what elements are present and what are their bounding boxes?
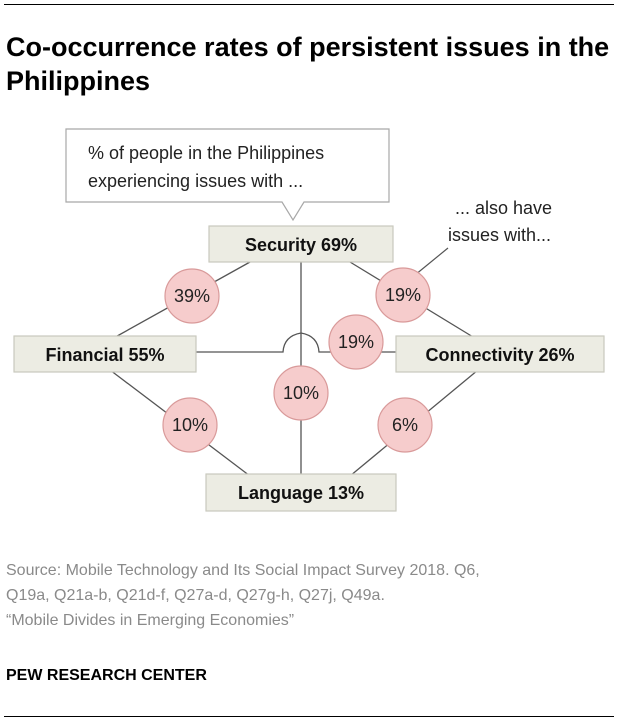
node-language: Language 13% (205, 473, 397, 512)
source-note: Source: Mobile Technology and Its Social… (6, 558, 606, 633)
node-financial: Financial 55% (13, 335, 197, 373)
bubble-security-connectivity: 19% (375, 267, 431, 323)
also-note-line-1: ... also have (455, 198, 552, 218)
node-language-label: Language 13% (238, 483, 364, 503)
node-connectivity: Connectivity 26% (395, 335, 605, 373)
line-financial-connectivity (196, 332, 396, 353)
source-line-2: Q19a, Q21a-b, Q21d-f, Q27a-d, Q27g-h, Q2… (6, 587, 385, 604)
bubble-connectivity-language: 6% (377, 397, 433, 453)
node-connectivity-label: Connectivity 26% (425, 345, 574, 365)
also-note: ... also have issues with... (414, 198, 552, 276)
brand-label: PEW RESEARCH CENTER (6, 667, 207, 684)
callout-box (65, 128, 390, 222)
node-financial-label: Financial 55% (45, 345, 164, 365)
bubble-financial-language: 10% (162, 397, 218, 453)
bubble-financial-connectivity: 19% (328, 314, 384, 370)
bubble-security-connectivity-label: 19% (385, 285, 421, 305)
bubble-security-financial: 39% (164, 268, 220, 324)
bubble-financial-connectivity-label: 19% (338, 332, 374, 352)
bubble-security-language: 10% (273, 365, 329, 421)
chart-title: Co-occurrence rates of persistent issues… (6, 32, 610, 96)
also-note-pointer (414, 247, 449, 276)
bubble-security-financial-label: 39% (174, 286, 210, 306)
node-security-label: Security 69% (245, 235, 357, 255)
co-occurrence-diagram: % of people in the Philippines experienc… (13, 128, 605, 512)
bubble-financial-language-label: 10% (172, 415, 208, 435)
node-security: Security 69% (208, 225, 394, 263)
source-line-1: Source: Mobile Technology and Its Social… (6, 562, 480, 579)
callout: % of people in the Philippines experienc… (65, 128, 390, 222)
bubble-security-language-label: 10% (283, 383, 319, 403)
callout-line-1: % of people in the Philippines (88, 143, 324, 163)
callout-line-2: experiencing issues with ... (88, 171, 303, 191)
bubble-connectivity-language-label: 6% (392, 415, 418, 435)
bottom-rule (4, 716, 614, 717)
also-note-line-2: issues with... (448, 225, 551, 245)
top-rule (4, 4, 614, 5)
source-line-3: “Mobile Divides in Emerging Economies” (6, 612, 295, 629)
